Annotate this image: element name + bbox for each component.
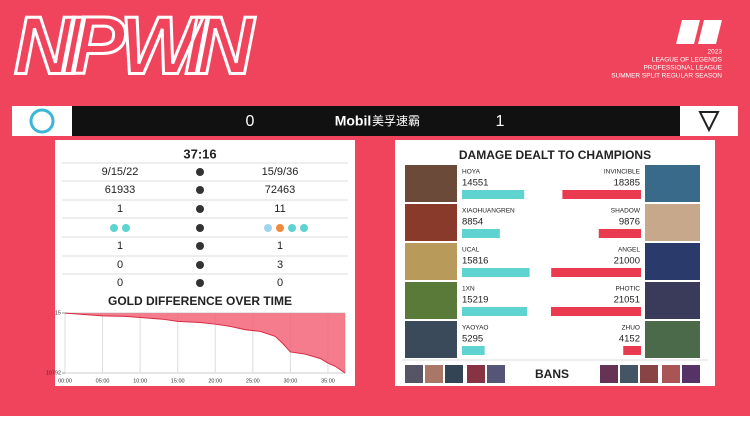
player-name: YAOYAO — [462, 325, 489, 332]
team-left-logo — [29, 108, 55, 134]
x-tick-label: 35:00 — [321, 378, 335, 384]
x-tick-label: 00:00 — [58, 378, 72, 384]
logo-line: 2023 — [708, 49, 723, 56]
right-stat: 72463 — [265, 184, 296, 196]
player-name: ANGEL — [618, 247, 640, 254]
damage-value: 15816 — [462, 256, 488, 267]
x-tick-label: 25:00 — [246, 378, 260, 384]
portrait — [645, 282, 700, 319]
logo-line: LEAGUE OF LEGENDS — [652, 57, 723, 64]
stat-icon — [196, 261, 204, 269]
damage-value: 21000 — [614, 256, 640, 267]
player-name: PHOTIC — [615, 286, 640, 293]
score-bar — [12, 106, 738, 136]
banner-title: NIP WIN — [14, 1, 256, 92]
damage-bar — [551, 268, 641, 277]
left-stat: 61933 — [105, 184, 136, 196]
game-time: 37:16 — [183, 146, 216, 161]
bans-label: BANS — [535, 367, 569, 381]
left-stat: 1 — [117, 240, 123, 252]
left-stat: 0 — [117, 259, 123, 271]
player-name: 1XN — [462, 286, 475, 293]
right-stat: 15/9/36 — [262, 166, 299, 178]
player-name: INVINCIBLE — [604, 169, 641, 176]
gold-line — [64, 312, 346, 374]
right-stat: 3 — [277, 259, 283, 271]
portrait — [405, 321, 457, 358]
y-tick-label: 15 — [55, 310, 61, 316]
damage-title: DAMAGE DEALT TO CHAMPIONS — [459, 148, 651, 162]
damage-value: 15219 — [462, 295, 488, 306]
x-tick-label: 10:00 — [133, 378, 147, 384]
player-name: XIAOHUANGREN — [462, 208, 515, 215]
portrait — [645, 165, 700, 202]
stat-icon — [196, 205, 204, 213]
left-stat: 0 — [117, 277, 123, 289]
right-stat: 11 — [274, 203, 285, 215]
damage-value: 21051 — [614, 295, 640, 306]
sponsor: Mobil — [335, 113, 372, 129]
damage-value: 5295 — [462, 334, 483, 345]
damage-value: 18385 — [614, 178, 640, 189]
x-tick-label: 20:00 — [208, 378, 222, 384]
sponsor-cn: 美孚速霸 — [372, 114, 420, 128]
damage-bar — [623, 346, 641, 355]
league-logo — [676, 20, 722, 44]
damage-bar — [462, 346, 485, 355]
damage-value: 4152 — [619, 334, 640, 345]
damage-bar — [598, 229, 641, 238]
damage-bar — [462, 229, 500, 238]
left-stat: 9/15/22 — [102, 166, 139, 178]
portrait — [405, 204, 457, 241]
logo-line: PROFESSIONAL LEAGUE — [643, 65, 722, 72]
x-tick-label: 15:00 — [171, 378, 185, 384]
player-name: HOYA — [462, 169, 481, 176]
stat-icon — [196, 168, 204, 176]
portrait — [645, 243, 700, 280]
damage-value: 8854 — [462, 217, 483, 228]
damage-bar — [462, 268, 530, 277]
stat-icon — [196, 279, 204, 287]
damage-value: 9876 — [619, 217, 640, 228]
portrait — [405, 165, 457, 202]
damage-bar — [562, 190, 641, 199]
left-stat: 1 — [117, 203, 123, 215]
right-stat: 0 — [277, 277, 283, 289]
damage-bar — [462, 307, 528, 316]
portrait — [645, 204, 700, 241]
stat-icon — [196, 242, 204, 250]
portrait — [645, 321, 700, 358]
x-tick-label: 30:00 — [283, 378, 297, 384]
dragon-row — [62, 217, 348, 232]
damage-value: 14551 — [462, 178, 488, 189]
logo-line: SUMMER SPLIT REGULAR SEASON — [611, 73, 722, 80]
damage-bar — [551, 307, 641, 316]
left-score: 0 — [246, 113, 255, 130]
gold-area — [65, 313, 345, 373]
damage-bar — [462, 190, 525, 199]
portrait — [405, 243, 457, 280]
gold-title: GOLD DIFFERENCE OVER TIME — [108, 294, 292, 308]
right-stat: 1 — [277, 240, 283, 252]
right-score: 1 — [496, 113, 505, 130]
ban-icons — [405, 365, 700, 383]
player-name: ZHUO — [622, 325, 640, 332]
player-name: UCAL — [462, 247, 480, 254]
player-name: SHADOW — [611, 208, 641, 215]
team-right-logo — [698, 111, 720, 133]
portrait — [405, 282, 457, 319]
stat-icon — [196, 186, 204, 194]
y-tick-label: 10792 — [46, 370, 61, 376]
x-tick-label: 05:00 — [96, 378, 110, 384]
